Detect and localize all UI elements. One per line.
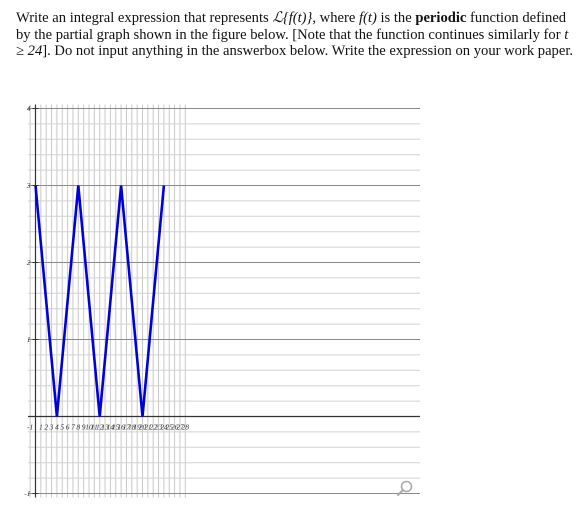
x-tick-label: 3 — [49, 423, 54, 432]
periodic-word: periodic — [415, 10, 467, 26]
x-tick-label: -1 — [27, 423, 33, 432]
x-tick-label: 28 — [182, 423, 190, 432]
x-tick-label: 24 — [160, 423, 168, 432]
y-tick-label: -1 — [24, 489, 30, 498]
y-tick-label: 2 — [27, 258, 31, 267]
x-tick-label: 14 — [107, 423, 115, 432]
x-tick-label: 7 — [71, 423, 75, 432]
x-tick-label: 18 — [128, 423, 136, 432]
question-text: Write an integral expression that repres… — [16, 10, 578, 60]
question-part: is the — [376, 10, 416, 26]
function-symbol: f(t) — [358, 10, 377, 26]
x-tick-label: 1 — [39, 423, 43, 432]
x-tick-label: 9 — [82, 423, 86, 432]
condition-expression: t ≥ 24 — [16, 26, 569, 60]
x-tick-label: 12 — [96, 423, 104, 432]
y-tick-label: 4 — [27, 104, 31, 113]
question-part: Write an integral expression that repres… — [16, 10, 273, 26]
x-tick-label: 21 — [144, 423, 152, 432]
x-tick-label: 4 — [55, 423, 59, 432]
question-part: function defined by the partial graph sh… — [16, 10, 567, 43]
x-tick-label: 2 — [44, 423, 48, 432]
question-part: , where — [312, 10, 359, 26]
x-tick-label: 16 — [117, 423, 125, 432]
x-tick-label: 19 — [133, 423, 141, 432]
x-tick-label: 26 — [171, 423, 179, 432]
x-tick-label: 23 — [155, 423, 163, 432]
x-tick-label: 13 — [101, 423, 109, 432]
magnifier-icon[interactable] — [396, 479, 414, 497]
x-tick-label: 15 — [112, 423, 120, 432]
x-tick-label: 20 — [139, 423, 147, 432]
y-tick-label: 3 — [26, 181, 31, 190]
x-tick-label: 6 — [66, 423, 70, 432]
question-part: ]. Do not input anything in the answerbo… — [42, 43, 574, 60]
x-tick-label: 8 — [76, 423, 80, 432]
x-tick-label: 10 — [85, 423, 93, 432]
y-tick-label: 1 — [27, 335, 31, 344]
x-tick-label: 25 — [166, 423, 174, 432]
x-tick-label: 22 — [149, 423, 157, 432]
x-tick-label: 11 — [91, 423, 98, 432]
x-tick-label: 5 — [60, 423, 64, 432]
x-tick-label: 27 — [176, 423, 184, 432]
x-tick-label: 17 — [123, 423, 131, 432]
laplace-expression: ℒ{f(t)} — [272, 10, 313, 26]
